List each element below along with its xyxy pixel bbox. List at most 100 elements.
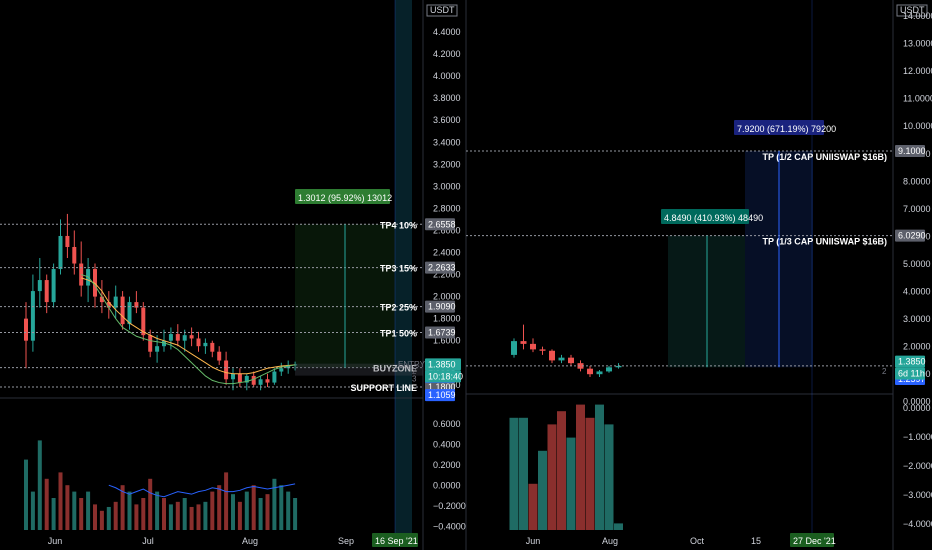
price-tick-label: 5.0000 [903,259,931,269]
level-label: TP (1/3 CAP UNIISWAP $16B) [762,237,887,247]
countdown-tag-bg [425,370,461,383]
level-price-tag: 1.9090 [425,300,456,313]
volume-bar [210,491,215,530]
candle-body [120,296,125,325]
level-price-tag: 9.1000 [895,145,926,158]
level-price-tag-bg [425,326,455,339]
countdown-tag: 6d 11h [895,367,925,380]
candle-body [530,343,536,350]
volume-bar [557,411,566,530]
countdown-tag-bg [895,367,925,380]
volume-bar [182,498,187,530]
level-label: TP4 10% [380,220,417,230]
measure-label-2: 4.8490 (410.93%) 48490 [661,209,763,224]
level-price-tag: 6.0290 [895,229,926,242]
candle-body [58,235,63,270]
price-tick-label: 3.4000 [433,137,461,147]
currency-label-text: USDT [900,5,925,15]
price-tick-label: 4.4000 [433,27,461,37]
price-tick-label: 2.0000 [433,292,461,302]
candle-body [293,364,298,366]
price-tick-label: 12.0000 [903,66,932,76]
volume-bar [614,523,623,530]
extra-price-tag-bg [425,389,455,402]
candle-body [141,307,146,336]
x-current-date: 27 Dec '21 [790,533,836,547]
volume-tick-label: 0.0000 [903,403,931,413]
candle-body [134,302,139,308]
currency-label-bg [897,5,927,16]
level-label: TP3 15% [380,264,417,274]
x-current-date-bg [790,533,834,547]
level-price-tag-text: 1.1800 [428,382,456,392]
candle-body [24,318,28,341]
candle-body [51,269,56,303]
candle-body [568,357,574,364]
volume-tick-label: 0.2000 [433,460,461,470]
last-price-tag-bg [425,358,461,371]
candle-body [30,291,35,341]
volume-bar [37,440,42,530]
x-tick-label: Aug [242,536,258,546]
level-label: BUYZONE [373,364,417,374]
volume-tick-label: 0.4000 [433,440,461,450]
level-price-tag-text: 2.2633 [428,263,456,273]
currency-label: USDT [427,5,457,16]
volume-bar [155,491,160,530]
level-price-tag-bg [895,229,925,242]
currency-label: USDT [897,5,927,16]
x-current-date-text: 27 Dec '21 [793,536,836,546]
volume-bar [99,510,104,530]
measure-label-2-bg [661,209,749,224]
candle-body [286,364,291,369]
volume-bar [175,501,180,530]
price-tick-label: 2.2000 [433,270,461,280]
extra-price-tag: 1.1059 [425,389,456,402]
volume-bar [24,459,28,530]
level-price-tag-text: 1.9090 [428,302,456,312]
price-tick-label: 1.8000 [433,314,461,324]
volume-bar [244,491,249,530]
volume-tick-label: 0.0000 [433,481,461,491]
volume-bar [134,504,139,530]
candle-body [106,302,111,308]
entry-label: ENTRY [398,360,426,369]
price-tick-label: 3.2000 [433,159,461,169]
price-tick-label: 2.4000 [433,248,461,258]
measure-label-bg [295,189,390,204]
volume-bar [293,498,298,530]
level-label: TP2 25% [380,303,417,313]
level-price-tag: 2.6558 [425,218,456,231]
last-price-tag-text: 1.3850 [898,357,926,367]
candle-body [65,235,70,247]
candle-body [196,338,201,347]
candle-body [265,379,270,383]
ma-slow-line [81,277,296,375]
volume-bar [519,417,528,530]
price-tick-label: 11.0000 [903,94,932,104]
x-tick-label: Oct [690,536,705,546]
future-highlight [395,0,412,533]
level-price-tag-text: 2.6558 [428,219,456,229]
volume-bar [251,485,256,530]
chart-panel-left[interactable]: USDT 4.4000 4.2000 4.0000 3.8000 3.6000 3.4000… [0,0,466,550]
volume-bar [604,424,614,530]
currency-label-text: USDT [430,5,455,15]
candle-body [37,280,42,292]
level-label: TP1 50% [380,329,417,339]
candle-body [549,350,555,361]
candle-body [168,334,173,341]
measure-label-text: 1.3012 (95.92%) 13012 [298,193,392,203]
candle-body [155,346,160,352]
volume-bar [224,472,229,530]
volume-bar [231,494,235,530]
countdown-tag: 10:18:40 [425,370,463,383]
volume-bar [79,498,84,530]
price-tick-label: 1.6000 [433,336,461,346]
level-label: TP (1/2 CAP UNIISWAP $16B) [762,152,887,162]
x-tick-label: Aug [602,536,618,546]
x-current-date-text: 16 Sep '21 [375,536,418,546]
price-tick-label: 7.0000 [903,204,931,214]
volume-bar [258,498,263,530]
